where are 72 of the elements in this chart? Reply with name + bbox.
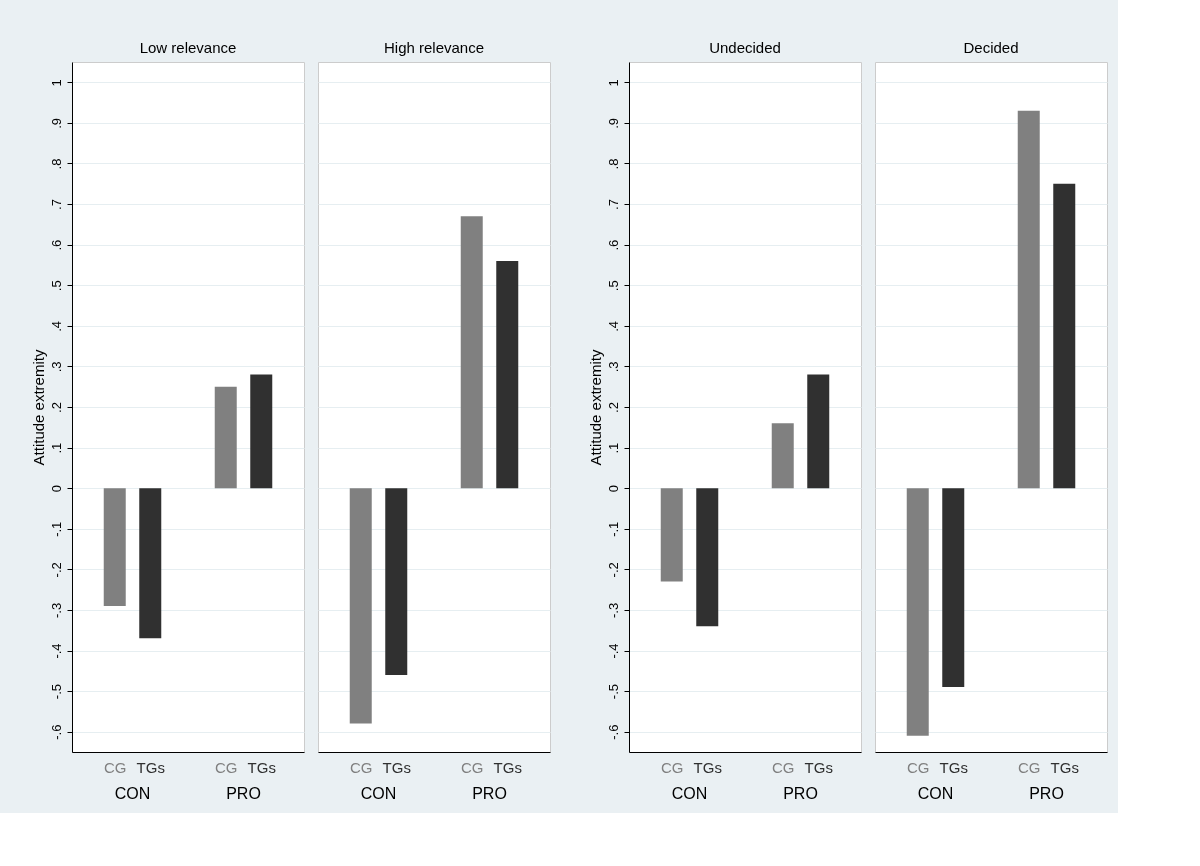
text: CG — [1017, 758, 1041, 776]
text: CG — [103, 758, 127, 776]
y-tick-label: .2 — [605, 402, 621, 413]
y-tick-label: -.1 — [48, 521, 64, 537]
y-tick-label: .1 — [48, 442, 64, 454]
text: TGs — [382, 758, 411, 776]
x-tick-label: PRO — [1029, 785, 1064, 802]
text: CG — [214, 758, 238, 776]
text: TGs — [1050, 758, 1079, 776]
text: TGs — [939, 758, 968, 776]
bar — [103, 488, 126, 606]
text: TGs — [804, 758, 833, 776]
text: TGs — [247, 758, 276, 776]
text: CG — [660, 758, 684, 776]
text: CG — [349, 758, 373, 776]
chart-title: High relevance — [383, 39, 485, 56]
y-axis-title: Attitude extremity — [586, 349, 604, 466]
y-tick-label: .4 — [48, 320, 64, 332]
y-tick-label: 1 — [605, 79, 621, 87]
y-tick-label: .5 — [605, 280, 621, 292]
y-tick-label: .8 — [605, 158, 621, 170]
x-tick-label: CON — [671, 785, 708, 802]
y-tick-label: -.2 — [605, 562, 621, 578]
y-tick-label: -.5 — [48, 684, 64, 700]
y-tick-label: .3 — [48, 361, 64, 373]
x-tick-label: CON — [360, 785, 397, 802]
x-tick-label: PRO — [226, 785, 261, 802]
y-tick-label: .2 — [48, 402, 64, 413]
text: CG — [771, 758, 795, 776]
bar — [696, 488, 719, 627]
y-tick-label: -.1 — [605, 521, 621, 537]
y-tick-label: .7 — [605, 199, 621, 210]
y-tick-label: -.5 — [605, 684, 621, 700]
y-tick-label: .9 — [48, 117, 64, 129]
y-tick-label: .1 — [605, 442, 621, 454]
y-tick-label: -.6 — [605, 724, 621, 740]
bar — [250, 374, 273, 489]
bar — [214, 386, 237, 489]
x-tick-label: PRO — [472, 785, 507, 802]
x-tick-label: CON — [114, 785, 151, 802]
series-label: CG — [906, 758, 930, 776]
x-tick-label: PRO — [783, 785, 818, 802]
bar — [660, 488, 683, 582]
y-tick-label: .3 — [605, 361, 621, 373]
y-tick-label: .5 — [48, 280, 64, 292]
y-tick-label: .7 — [48, 199, 64, 210]
y-tick-label: -.6 — [48, 724, 64, 740]
y-axis-title: Attitude extremity — [29, 349, 47, 466]
y-tick-label: .8 — [48, 158, 64, 170]
text: CG — [460, 758, 484, 776]
bar — [771, 423, 794, 489]
y-tick-label: -.4 — [48, 643, 64, 659]
text: TGs — [693, 758, 722, 776]
x-tick-label: CON — [917, 785, 954, 802]
y-tick-label: 0 — [48, 485, 64, 493]
y-tick-label: 0 — [605, 485, 621, 493]
chart-title: Low relevance — [139, 39, 237, 56]
y-tick-label: .6 — [605, 239, 621, 251]
y-tick-label: .6 — [48, 239, 64, 251]
chart-title: Undecided — [709, 39, 781, 56]
y-tick-label: -.2 — [48, 562, 64, 578]
text: TGs — [136, 758, 165, 776]
bar — [139, 488, 162, 639]
bar — [807, 374, 830, 489]
y-tick-label: .4 — [605, 320, 621, 332]
y-tick-label: -.4 — [605, 643, 621, 659]
y-tick-label: .9 — [605, 117, 621, 129]
y-tick-label: 1 — [48, 79, 64, 87]
text: TGs — [493, 758, 522, 776]
y-tick-label: -.3 — [605, 602, 621, 619]
chart-title: Decided — [963, 39, 1019, 56]
y-tick-label: -.3 — [48, 602, 64, 619]
